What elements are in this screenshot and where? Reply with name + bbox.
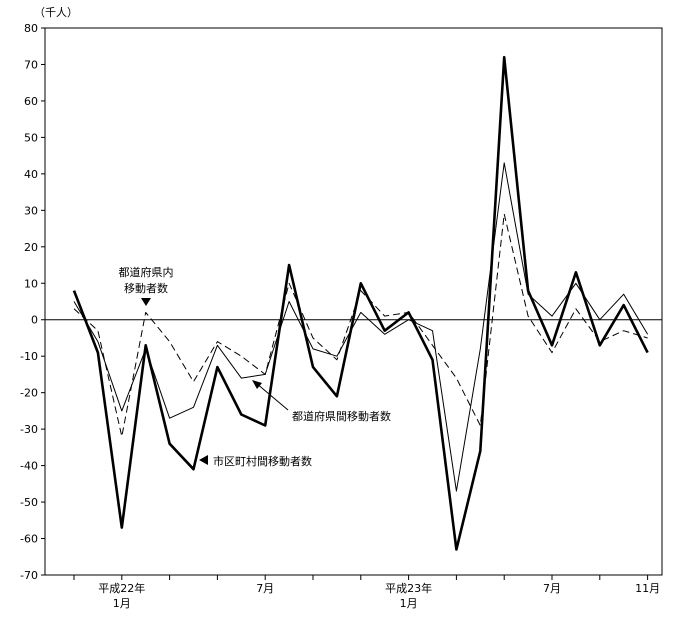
y-tick-label: -20	[20, 387, 38, 400]
y-tick-label: 20	[24, 241, 38, 254]
y-tick-label: -60	[20, 533, 38, 546]
annotation-arrow-left	[199, 455, 208, 465]
x-tick-label: 7月	[543, 582, 561, 595]
x-tick-label-line2: 1月	[400, 597, 418, 610]
series-line-1	[73, 162, 649, 492]
y-tick-label: -10	[20, 350, 38, 363]
axes: 80 70 60 50 40 30 20 10 0 -10 -20 -30 -40 -50 -60 -70 平成…	[20, 22, 663, 610]
x-tick-label: 平成23年	[385, 581, 432, 595]
series-lines	[72, 55, 649, 551]
annotation-arrow-head	[252, 380, 262, 389]
y-tick-label: 60	[24, 95, 38, 108]
y-tick-label: -30	[20, 423, 38, 436]
y-tick-label: 50	[24, 131, 38, 144]
x-tick-label: 7月	[256, 582, 274, 595]
annotation-arrow-line	[255, 382, 289, 411]
y-tick-label: 80	[24, 22, 38, 35]
y-tick-label: -40	[20, 460, 38, 473]
y-tick-label: 0	[31, 314, 38, 327]
y-tick-label: -50	[20, 496, 38, 509]
x-tick-label: 平成22年	[98, 581, 145, 595]
y-tick-label: 40	[24, 168, 38, 181]
annotation-municipality-between: 市区町村間移動者数	[213, 454, 312, 468]
annotation-prefecture-internal-line2: 移動者数	[124, 281, 168, 295]
series-line-2	[73, 213, 648, 437]
plot-frame	[44, 27, 663, 576]
y-tick-label: 30	[24, 204, 38, 217]
annotation-prefecture-internal-line1: 都道府県内	[119, 265, 174, 279]
y-tick-label: 10	[24, 277, 38, 290]
y-tick-label: -70	[20, 569, 38, 582]
y-tick-label: 70	[24, 58, 38, 71]
annotations: 都道府県内 移動者数 都道府県間移動者数 市区町村間移動者数	[119, 265, 392, 468]
annotation-prefecture-between: 都道府県間移動者数	[292, 409, 391, 423]
series-line-0	[72, 55, 649, 551]
x-tick-label: 11月	[635, 582, 660, 595]
y-axis-unit-label: （千人）	[34, 6, 78, 19]
x-tick-label-line2: 1月	[113, 597, 131, 610]
annotation-arrow-down	[141, 298, 151, 306]
